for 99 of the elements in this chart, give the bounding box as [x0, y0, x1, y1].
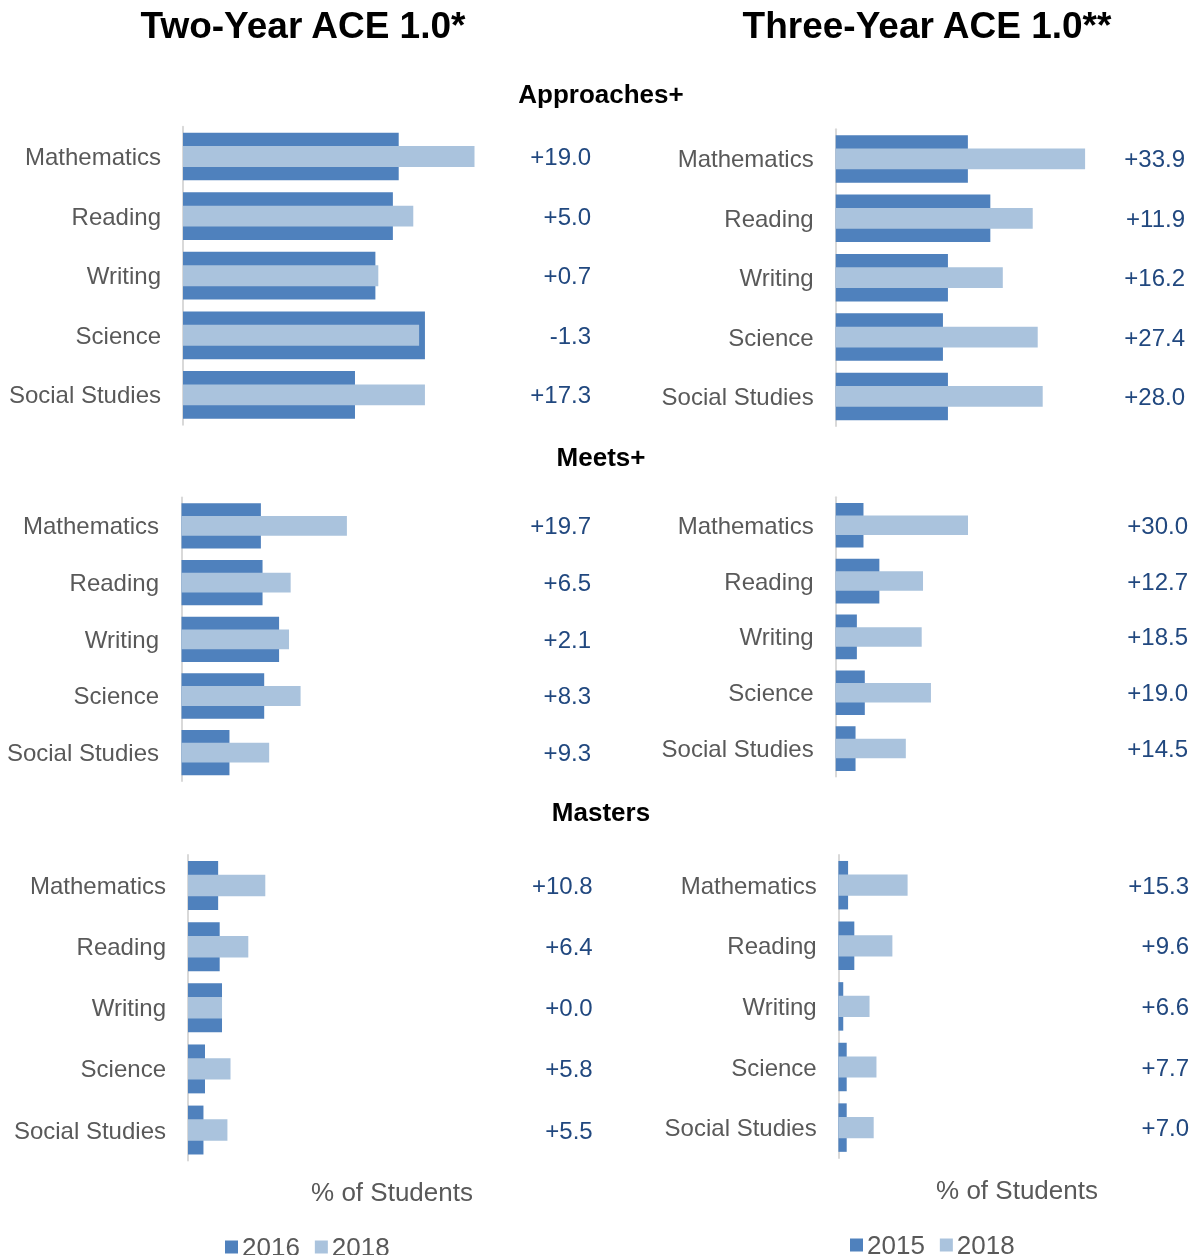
y-tick-label: Science: [728, 323, 814, 351]
y-tick-label: Social Studies: [6, 739, 159, 767]
text: +7.7: [1141, 1053, 1189, 1081]
bar: [835, 148, 1086, 170]
text: +19.7: [530, 512, 591, 540]
bar: [838, 874, 908, 896]
text: +6.5: [543, 569, 591, 597]
y-tick-label: Mathematics: [680, 871, 817, 899]
bar: [835, 738, 906, 759]
bar: [835, 207, 1033, 229]
bar: [181, 686, 301, 706]
text: +5.0: [543, 202, 591, 230]
y-tick-label: Science: [80, 1055, 166, 1083]
y-tick-label: Science: [728, 679, 814, 707]
bar: [838, 935, 893, 957]
x-axis-title: % of Students: [311, 1177, 473, 1207]
chart-title: Two-Year ACE 1.0*: [140, 4, 466, 46]
y-tick-label: Writing: [739, 264, 814, 292]
text: +18.5: [1127, 623, 1188, 651]
text: +8.3: [543, 682, 591, 710]
bar: [835, 682, 931, 703]
text: +28.0: [1124, 382, 1185, 410]
text: +5.8: [545, 1055, 593, 1083]
y-tick-label: Social Studies: [8, 381, 161, 409]
text: +27.4: [1124, 323, 1185, 351]
y-tick-label: Science: [731, 1053, 817, 1081]
text: +19.0: [530, 143, 591, 170]
bar: [183, 265, 379, 287]
bar: [835, 326, 1038, 348]
text: +14.5: [1127, 735, 1188, 763]
bar: [183, 384, 425, 406]
bar: [835, 386, 1043, 407]
bar: [838, 1116, 874, 1139]
text: -1.3: [549, 321, 591, 349]
bar: [835, 627, 922, 647]
y-tick-label: Science: [75, 321, 161, 349]
y-tick-label: Mathematics: [22, 512, 159, 540]
text: +16.2: [1124, 264, 1185, 292]
y-tick-label: Mathematics: [677, 511, 814, 539]
text: +2.1: [543, 625, 591, 653]
text: +6.4: [545, 933, 593, 961]
y-tick-label: Science: [73, 682, 159, 710]
x-axis-title: % of Students: [936, 1175, 1098, 1205]
text: +10.8: [531, 872, 593, 900]
bar: [188, 1058, 231, 1080]
y-tick-label: Mathematics: [24, 143, 161, 170]
text: +17.3: [530, 381, 591, 409]
y-tick-label: Writing: [84, 625, 159, 653]
chart-title: Three-Year ACE 1.0**: [742, 4, 1112, 46]
text: +0.0: [545, 994, 593, 1022]
bar: [838, 1056, 877, 1078]
bar: [835, 571, 924, 591]
text: +6.6: [1141, 992, 1189, 1020]
text: +15.3: [1128, 871, 1189, 899]
bar: [181, 516, 347, 536]
text: +5.5: [545, 1116, 593, 1144]
text: Approaches+: [518, 79, 684, 109]
bar: [183, 146, 475, 167]
bar: [188, 1119, 228, 1141]
bar: [181, 629, 290, 650]
text: +0.7: [543, 262, 591, 290]
y-tick-label: Reading: [724, 204, 814, 232]
text: +33.9: [1124, 145, 1185, 173]
text: +12.7: [1127, 567, 1188, 595]
y-tick-label: Writing: [86, 262, 161, 290]
text: +19.0: [1127, 679, 1188, 707]
y-tick-label: Reading: [71, 202, 161, 230]
bar: [838, 995, 870, 1018]
y-tick-label: Mathematics: [677, 145, 814, 173]
bar: [181, 742, 270, 763]
legend-label: 2015: [867, 1230, 925, 1255]
text: +9.3: [543, 739, 591, 767]
y-tick-label: Social Studies: [661, 382, 814, 410]
y-tick-label: Social Studies: [13, 1116, 166, 1144]
y-tick-label: Social Studies: [664, 1114, 817, 1142]
y-tick-label: Social Studies: [661, 735, 814, 763]
bar: [183, 205, 414, 227]
y-tick-label: Writing: [91, 994, 166, 1022]
y-tick-label: Reading: [724, 567, 814, 595]
bar: [835, 515, 968, 535]
text: +11.9: [1126, 204, 1185, 232]
text: Meets+: [556, 442, 646, 472]
text: +9.6: [1141, 932, 1189, 960]
text: Masters: [551, 797, 651, 827]
y-tick-label: Mathematics: [29, 872, 166, 900]
bar: [181, 572, 291, 593]
y-tick-label: Reading: [69, 569, 159, 597]
y-tick-label: Writing: [742, 992, 817, 1020]
text: +30.0: [1127, 511, 1188, 539]
y-tick-label: Writing: [739, 623, 814, 651]
bar: [188, 874, 266, 897]
y-tick-label: Reading: [727, 932, 817, 960]
legend-label: 2018: [956, 1230, 1015, 1255]
bar: [188, 935, 249, 958]
text: +7.0: [1141, 1114, 1189, 1142]
bar: [183, 324, 420, 346]
bar: [835, 267, 1003, 289]
bar: [188, 997, 223, 1019]
y-tick-label: Reading: [76, 933, 166, 961]
